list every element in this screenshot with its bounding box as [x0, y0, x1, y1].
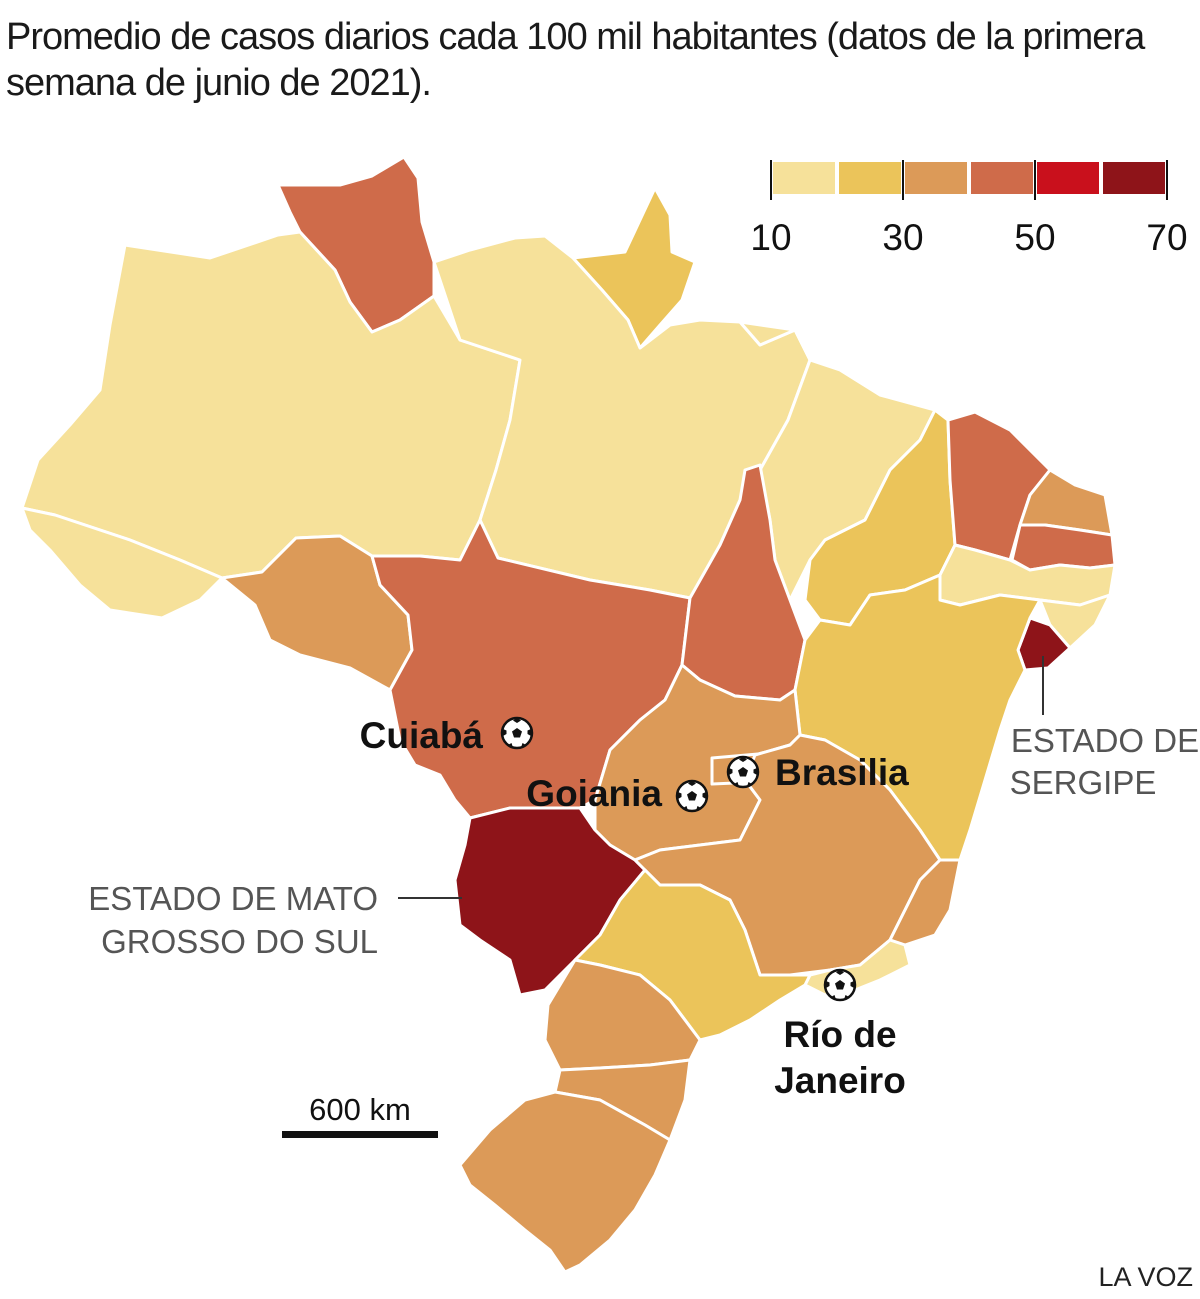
ms-label-line2: GROSSO DO SUL — [101, 923, 378, 960]
state-paraiba — [1010, 523, 1117, 572]
legend-tick-label: 50 — [1014, 217, 1055, 258]
legend-swatch — [773, 162, 835, 194]
city-label-cuiaba: Cuiabá — [360, 715, 484, 756]
soccer-ball-icon — [675, 779, 709, 813]
legend-tick-label: 10 — [750, 217, 791, 258]
scale-label: 600 km — [309, 1092, 411, 1127]
city-label-rio-line2: Janeiro — [774, 1060, 906, 1101]
soccer-ball-icon — [823, 968, 857, 1002]
credit-text: LA VOZ — [1098, 1262, 1193, 1292]
legend-swatch — [1037, 162, 1099, 194]
legend-swatch — [971, 162, 1033, 194]
scale-bar — [282, 1131, 438, 1138]
legend-swatch — [839, 162, 901, 194]
map-title: Promedio de casos diarios cada 100 mil h… — [6, 16, 1145, 104]
color-legend: 10 30 50 70 — [750, 160, 1188, 258]
ms-label-line1: ESTADO DE MATO — [88, 880, 378, 917]
sergipe-label-line1: ESTADO DE — [1011, 722, 1199, 759]
state-rio-grande-do-sul — [458, 1090, 672, 1274]
city-label-goiania: Goiania — [526, 773, 662, 814]
legend-tick-label: 70 — [1146, 217, 1187, 258]
soccer-ball-icon — [500, 716, 534, 750]
legend-tick-label: 30 — [882, 217, 923, 258]
legend-swatch — [905, 162, 967, 194]
city-label-rio-line1: Río de — [783, 1014, 896, 1055]
state-acre — [20, 506, 224, 620]
city-label-brasilia: Brasilia — [775, 752, 909, 793]
soccer-ball-icon — [726, 755, 760, 789]
legend-swatch — [1103, 162, 1165, 194]
states-layer — [20, 155, 1117, 1274]
sergipe-label-line2: SERGIPE — [1010, 764, 1157, 801]
